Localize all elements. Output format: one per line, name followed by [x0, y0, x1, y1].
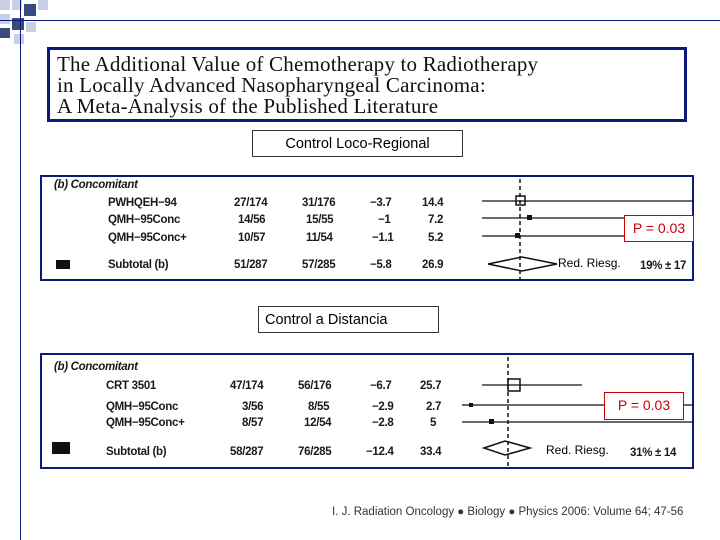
- variance: 5.2: [428, 232, 444, 244]
- point-estimate: [507, 378, 521, 392]
- article-title: The Additional Value of Chemotherapy to …: [57, 54, 538, 117]
- subtotal-marker: [52, 442, 70, 454]
- o-minus-e: −1: [378, 214, 391, 226]
- subtotal-marker: [56, 260, 70, 269]
- study-name: QMH−95Conc: [106, 401, 179, 413]
- events-chemo: 8/57: [242, 417, 264, 429]
- point-estimate: [515, 195, 526, 206]
- events-chemo: 51/287: [234, 259, 268, 271]
- study-name: Subtotal (b): [108, 259, 169, 271]
- decor-square: [38, 0, 48, 10]
- o-minus-e: −6.7: [370, 380, 392, 392]
- point-estimate: [469, 403, 473, 407]
- citation: I. J. Radiation Oncology ● Biology ● Phy…: [332, 506, 684, 518]
- decor-square: [14, 34, 24, 44]
- decor-rule-horizontal: [0, 20, 720, 21]
- title-line: in Locally Advanced Nasopharyngeal Carci…: [57, 73, 486, 97]
- decor-square: [0, 0, 10, 10]
- events-control: 15/55: [306, 214, 334, 226]
- subtotal-diamond: [481, 440, 533, 456]
- variance: 33.4: [420, 446, 442, 458]
- events-control: 56/176: [298, 380, 332, 392]
- events-control: 11/54: [306, 232, 333, 244]
- risk-reduction-note: Red. Riesg.: [558, 256, 621, 270]
- decor-square: [26, 22, 36, 32]
- point-estimate: [489, 419, 494, 424]
- events-chemo: 14/56: [238, 214, 266, 226]
- events-control: 12/54: [304, 417, 332, 429]
- panel-label-locoregional: Control Loco-Regional: [252, 130, 463, 157]
- o-minus-e: −2.8: [372, 417, 394, 429]
- events-chemo: 27/174: [234, 197, 268, 209]
- decor-square: [12, 0, 22, 10]
- variance: 5: [430, 417, 437, 429]
- p-value-box: P = 0.03: [624, 215, 694, 242]
- forest-plot-locoregional: (b) Concomitant PWHQEH−94 27/174 31/176 …: [40, 175, 694, 281]
- events-control: 31/176: [302, 197, 336, 209]
- study-name: QMH−95Conc: [108, 214, 181, 226]
- title-line: The Additional Value of Chemotherapy to …: [57, 52, 539, 76]
- events-control: 57/285: [302, 259, 336, 271]
- events-chemo: 3/56: [242, 401, 264, 413]
- o-minus-e: −1.1: [372, 232, 394, 244]
- study-name: QMH−95Conc+: [106, 417, 185, 429]
- study-name: Subtotal (b): [106, 446, 167, 458]
- events-control: 8/55: [308, 401, 330, 413]
- o-minus-e: −2.9: [372, 401, 394, 413]
- risk-reduction-value: 31% ± 14: [630, 447, 677, 459]
- title-frame: The Additional Value of Chemotherapy to …: [47, 47, 687, 122]
- point-estimate: [527, 215, 532, 220]
- risk-reduction-value: 19% ± 17: [640, 260, 687, 272]
- events-chemo: 47/174: [230, 380, 264, 392]
- events-chemo: 58/287: [230, 446, 264, 458]
- group-header: (b) Concomitant: [54, 179, 138, 191]
- events-chemo: 10/57: [238, 232, 266, 244]
- title-line: A Meta-Analysis of the Published Literat…: [57, 94, 439, 118]
- study-name: PWHQEH−94: [108, 197, 177, 209]
- group-header: (b) Concomitant: [54, 361, 138, 373]
- decor-square: [0, 28, 10, 38]
- variance: 14.4: [422, 197, 444, 209]
- variance: 2.7: [426, 401, 442, 413]
- study-name: CRT 3501: [106, 380, 157, 392]
- study-name: QMH−95Conc+: [108, 232, 187, 244]
- events-control: 76/285: [298, 446, 332, 458]
- p-value-box: P = 0.03: [604, 392, 684, 420]
- o-minus-e: −12.4: [366, 446, 394, 458]
- point-estimate: [515, 233, 520, 238]
- variance: 25.7: [420, 380, 442, 392]
- o-minus-e: −3.7: [370, 197, 392, 209]
- variance: 7.2: [428, 214, 444, 226]
- subtotal-diamond: [487, 256, 558, 272]
- panel-label-distant: Control a Distancia: [258, 306, 439, 333]
- decor-square: [0, 14, 10, 24]
- variance: 26.9: [422, 259, 444, 271]
- forest-plot-distant: (b) Concomitant CRT 3501 47/174 56/176 −…: [40, 353, 694, 469]
- risk-reduction-note: Red. Riesg.: [546, 443, 609, 457]
- o-minus-e: −5.8: [370, 259, 392, 271]
- decor-square: [12, 18, 24, 30]
- decor-square: [24, 4, 36, 16]
- decor-rule-vertical: [20, 0, 21, 540]
